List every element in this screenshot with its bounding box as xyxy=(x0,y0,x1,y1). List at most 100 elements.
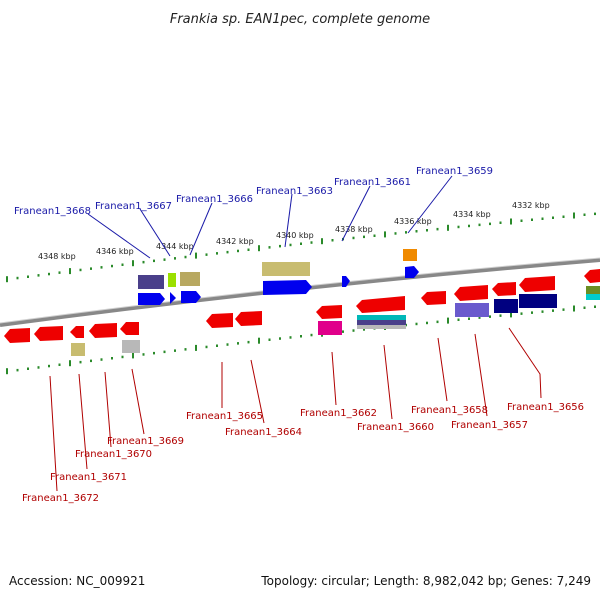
minor-tick xyxy=(279,337,281,340)
gene-arrow[interactable] xyxy=(405,266,419,278)
gene-arrow[interactable] xyxy=(120,322,139,335)
gene-arrow[interactable] xyxy=(356,296,405,313)
gene-block[interactable] xyxy=(357,325,406,329)
gene-arrow[interactable] xyxy=(235,311,262,326)
gene-label[interactable]: Franean1_3665 xyxy=(186,411,263,422)
gene-label[interactable]: Franean1_3656 xyxy=(507,402,584,413)
gene-arrow[interactable] xyxy=(263,280,312,295)
gene-label[interactable]: Franean1_3667 xyxy=(95,201,172,212)
minor-tick xyxy=(552,216,554,219)
gene-label[interactable]: Franean1_3670 xyxy=(75,449,152,460)
reverse-strand-genes xyxy=(4,269,600,356)
gene-block[interactable] xyxy=(122,340,140,353)
gene-block[interactable] xyxy=(586,286,600,294)
minor-tick xyxy=(352,236,355,240)
minor-tick xyxy=(300,335,302,338)
kbp-label: 4334 kbp xyxy=(453,210,491,219)
leader-line xyxy=(284,193,293,248)
minor-tick xyxy=(405,231,407,234)
minor-tick xyxy=(436,320,439,324)
gene-block[interactable] xyxy=(168,273,176,287)
gene-label[interactable]: Franean1_3668 xyxy=(14,206,91,217)
gene-label[interactable]: Franean1_3661 xyxy=(334,177,411,188)
minor-tick xyxy=(520,219,523,222)
gene-arrow[interactable] xyxy=(454,285,488,301)
gene-block[interactable] xyxy=(519,294,557,308)
gene-arrow[interactable] xyxy=(4,328,30,343)
gene-arrow[interactable] xyxy=(181,291,201,303)
gene-label[interactable]: Franean1_3657 xyxy=(451,420,528,431)
minor-tick xyxy=(121,263,124,266)
gene-label[interactable]: Franean1_3659 xyxy=(416,166,493,177)
leader-line xyxy=(49,375,58,492)
gene-label[interactable]: Franean1_3664 xyxy=(225,427,302,438)
minor-tick xyxy=(268,338,271,341)
minor-tick xyxy=(226,343,229,346)
gene-block[interactable] xyxy=(586,294,600,300)
gene-arrow[interactable] xyxy=(316,305,342,319)
minor-tick xyxy=(394,232,397,235)
gene-label[interactable]: Franean1_3666 xyxy=(176,194,253,205)
minor-tick xyxy=(216,252,218,255)
gene-block[interactable] xyxy=(455,303,489,317)
gene-label[interactable]: Franean1_3662 xyxy=(300,408,377,419)
kbp-label: 4340 kbp xyxy=(276,231,314,240)
gene-block[interactable] xyxy=(357,320,406,325)
gene-label[interactable]: Franean1_3669 xyxy=(107,436,184,447)
kbp-label: 4344 kbp xyxy=(156,242,194,251)
leader-line xyxy=(383,344,393,420)
gene-arrow[interactable] xyxy=(170,292,176,304)
leader-line xyxy=(437,337,448,402)
minor-tick xyxy=(300,242,302,245)
leader-line xyxy=(508,327,542,399)
minor-tick xyxy=(184,348,187,351)
minor-tick xyxy=(16,276,19,280)
minor-tick xyxy=(142,353,145,356)
minor-tick xyxy=(436,227,439,231)
gene-block[interactable] xyxy=(357,315,406,320)
major-tick xyxy=(510,218,512,225)
gene-arrow[interactable] xyxy=(342,276,350,287)
gene-label[interactable]: Franean1_3671 xyxy=(50,472,127,483)
gene-arrow[interactable] xyxy=(492,282,516,296)
gene-arrow[interactable] xyxy=(519,276,555,292)
gene-label[interactable]: Franean1_3663 xyxy=(256,186,333,197)
gene-arrow[interactable] xyxy=(206,313,233,328)
gene-arrow[interactable] xyxy=(421,291,446,305)
minor-tick xyxy=(478,223,481,227)
minor-tick xyxy=(79,268,82,272)
gene-block[interactable] xyxy=(403,249,417,261)
kbp-label: 4338 kbp xyxy=(335,225,373,234)
gene-label[interactable]: Franean1_3660 xyxy=(357,422,434,433)
gene-arrow[interactable] xyxy=(138,293,165,305)
minor-tick xyxy=(352,329,355,332)
minor-tick xyxy=(426,229,428,232)
gene-arrow[interactable] xyxy=(89,323,117,338)
gene-block[interactable] xyxy=(494,299,518,313)
gene-label[interactable]: Franean1_3658 xyxy=(411,405,488,416)
gene-block[interactable] xyxy=(318,321,342,335)
minor-tick xyxy=(363,235,365,239)
gene-label[interactable]: Franean1_3672 xyxy=(22,493,99,504)
minor-tick xyxy=(48,272,50,276)
minor-tick xyxy=(174,257,176,260)
gene-block[interactable] xyxy=(71,343,85,356)
gene-arrow[interactable] xyxy=(70,326,84,338)
gene-block[interactable] xyxy=(138,275,164,289)
gene-arrow[interactable] xyxy=(584,269,600,283)
kbp-label: 4332 kbp xyxy=(512,201,550,210)
minor-tick xyxy=(153,259,155,263)
kbp-label: 4348 kbp xyxy=(38,252,76,261)
minor-tick xyxy=(415,230,418,233)
major-tick xyxy=(195,344,197,351)
minor-tick xyxy=(247,340,250,344)
minor-tick xyxy=(310,333,313,337)
gene-block[interactable] xyxy=(262,262,310,276)
minor-tick xyxy=(268,246,271,249)
gene-block[interactable] xyxy=(180,272,200,286)
minor-tick xyxy=(541,310,544,313)
minor-tick xyxy=(184,255,187,259)
gene-arrow[interactable] xyxy=(34,326,63,341)
minor-tick xyxy=(342,330,344,333)
minor-tick xyxy=(163,258,166,261)
